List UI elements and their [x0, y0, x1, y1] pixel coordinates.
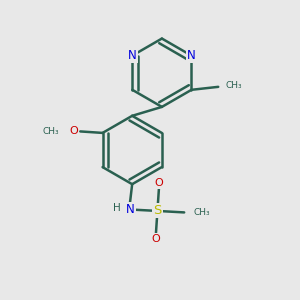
Text: N: N	[187, 49, 196, 62]
Text: O: O	[69, 126, 78, 136]
Text: CH₃: CH₃	[226, 81, 242, 90]
Text: CH₃: CH₃	[42, 127, 59, 136]
Text: S: S	[153, 204, 162, 218]
Text: N: N	[126, 203, 135, 216]
Text: H: H	[113, 203, 121, 213]
Text: CH₃: CH₃	[193, 208, 210, 217]
Text: O: O	[152, 234, 160, 244]
Text: N: N	[128, 49, 137, 62]
Text: O: O	[154, 178, 163, 188]
